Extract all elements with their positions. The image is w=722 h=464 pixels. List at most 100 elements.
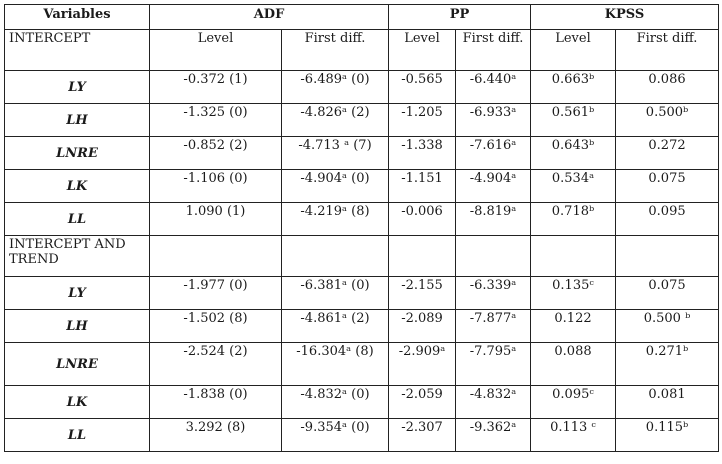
variable-name: LNRE: [4, 342, 150, 386]
header-adf: ADF: [149, 4, 389, 30]
variable-name: LK: [4, 385, 150, 419]
adf-level-cell: -0.372 (1): [149, 70, 282, 104]
table-row: LH -1.502 (8) -4.861ᵃ (2) -2.089 -7.877ᵃ…: [4, 309, 720, 343]
pp-level-cell: -1.338: [388, 136, 456, 170]
kpss-level-cell: 0.113 ᶜ: [530, 418, 616, 452]
kpss-level-cell: 0.534ᵃ: [530, 169, 616, 203]
kpss-level-cell: 0.135ᶜ: [530, 276, 616, 310]
kpss-level-cell: 0.561ᵇ: [530, 103, 616, 137]
pp-first-cell: -4.832ᵃ: [455, 385, 531, 419]
adf-level-cell: -0.852 (2): [149, 136, 282, 170]
adf-first-cell: -4.219ᵃ (8): [281, 202, 389, 236]
section-row-trend: INTERCEPT AND TREND: [4, 235, 720, 277]
kpss-level-cell: 0.643ᵇ: [530, 136, 616, 170]
pp-first-cell: -6.933ᵃ: [455, 103, 531, 137]
table-row: LH -1.325 (0) -4.826ᵃ (2) -1.205 -6.933ᵃ…: [4, 103, 720, 137]
header-kpss: KPSS: [529, 4, 720, 30]
kpss-first-cell: 0.081: [614, 385, 720, 419]
variable-name: LL: [4, 418, 150, 452]
empty-cell: [455, 235, 531, 277]
header-pp: PP: [388, 4, 531, 30]
variable-name: LY: [4, 276, 150, 310]
subheader-pp-level: Level: [388, 29, 456, 71]
adf-level-cell: -1.325 (0): [149, 103, 282, 137]
unit-root-test-table: Variables ADF PP KPSS INTERCEPT Level Fi…: [4, 4, 720, 452]
adf-level-cell: 1.090 (1): [149, 202, 282, 236]
kpss-level-cell: 0.122: [530, 309, 616, 343]
kpss-first-cell: 0.271ᵇ: [614, 342, 720, 386]
subheader-kpss-level: Level: [530, 29, 616, 71]
pp-level-cell: -0.006: [388, 202, 456, 236]
pp-level-cell: -2.909ᵃ: [388, 342, 456, 386]
pp-first-cell: -7.795ᵃ: [455, 342, 531, 386]
pp-first-cell: -6.339ᵃ: [455, 276, 531, 310]
empty-cell: [281, 235, 389, 277]
variable-name: LH: [4, 309, 150, 343]
kpss-level-cell: 0.095ᶜ: [530, 385, 616, 419]
subheader-kpss-first: First diff.: [614, 29, 720, 71]
adf-first-cell: -4.713 ᵃ (7): [281, 136, 389, 170]
pp-first-cell: -7.877ᵃ: [455, 309, 531, 343]
subheader-pp-first: First diff.: [455, 29, 531, 71]
section-trend-label: INTERCEPT AND TREND: [4, 235, 150, 277]
adf-level-cell: -1.977 (0): [149, 276, 282, 310]
variable-name: LK: [4, 169, 150, 203]
pp-level-cell: -1.205: [388, 103, 456, 137]
kpss-level-cell: 0.088: [530, 342, 616, 386]
kpss-first-cell: 0.086: [614, 70, 720, 104]
table-row: LK -1.106 (0) -4.904ᵃ (0) -1.151 -4.904ᵃ…: [4, 169, 720, 203]
subheader-adf-level: Level: [149, 29, 282, 71]
adf-first-cell: -4.861ᵃ (2): [281, 309, 389, 343]
adf-first-cell: -16.304ᵃ (8): [281, 342, 389, 386]
pp-first-cell: -9.362ᵃ: [455, 418, 531, 452]
pp-first-cell: -7.616ᵃ: [455, 136, 531, 170]
adf-level-cell: 3.292 (8): [149, 418, 282, 452]
kpss-first-cell: 0.075: [614, 276, 720, 310]
pp-level-cell: -2.089: [388, 309, 456, 343]
variable-name: LL: [4, 202, 150, 236]
kpss-first-cell: 0.115ᵇ: [614, 418, 720, 452]
adf-first-cell: -6.381ᵃ (0): [281, 276, 389, 310]
empty-cell: [614, 235, 720, 277]
header-row: Variables ADF PP KPSS: [4, 4, 720, 30]
variable-name: LH: [4, 103, 150, 137]
adf-level-cell: -1.502 (8): [149, 309, 282, 343]
adf-first-cell: -9.354ᵃ (0): [281, 418, 389, 452]
table-row: LNRE -0.852 (2) -4.713 ᵃ (7) -1.338 -7.6…: [4, 136, 720, 170]
table-row: LL 3.292 (8) -9.354ᵃ (0) -2.307 -9.362ᵃ …: [4, 418, 720, 452]
pp-first-cell: -8.819ᵃ: [455, 202, 531, 236]
table-row: LK -1.838 (0) -4.832ᵃ (0) -2.059 -4.832ᵃ…: [4, 385, 720, 419]
kpss-first-cell: 0.095: [614, 202, 720, 236]
variable-name: LY: [4, 70, 150, 104]
empty-cell: [388, 235, 456, 277]
empty-cell: [149, 235, 282, 277]
kpss-first-cell: 0.075: [614, 169, 720, 203]
table-row: LNRE -2.524 (2) -16.304ᵃ (8) -2.909ᵃ -7.…: [4, 342, 720, 386]
adf-first-cell: -4.832ᵃ (0): [281, 385, 389, 419]
empty-cell: [530, 235, 616, 277]
adf-first-cell: -6.489ᵃ (0): [281, 70, 389, 104]
subheader-adf-first: First diff.: [281, 29, 389, 71]
adf-level-cell: -2.524 (2): [149, 342, 282, 386]
kpss-level-cell: 0.663ᵇ: [530, 70, 616, 104]
pp-first-cell: -6.440ᵃ: [455, 70, 531, 104]
kpss-level-cell: 0.718ᵇ: [530, 202, 616, 236]
pp-level-cell: -2.059: [388, 385, 456, 419]
header-variables: Variables: [4, 4, 150, 30]
adf-level-cell: -1.106 (0): [149, 169, 282, 203]
table-row: LL 1.090 (1) -4.219ᵃ (8) -0.006 -8.819ᵃ …: [4, 202, 720, 236]
pp-level-cell: -1.151: [388, 169, 456, 203]
kpss-first-cell: 0.272: [614, 136, 720, 170]
variable-name: LNRE: [4, 136, 150, 170]
adf-first-cell: -4.826ᵃ (2): [281, 103, 389, 137]
adf-first-cell: -4.904ᵃ (0): [281, 169, 389, 203]
section-intercept-label: INTERCEPT: [4, 29, 150, 71]
pp-first-cell: -4.904ᵃ: [455, 169, 531, 203]
table-row: LY -1.977 (0) -6.381ᵃ (0) -2.155 -6.339ᵃ…: [4, 276, 720, 310]
table-row: LY -0.372 (1) -6.489ᵃ (0) -0.565 -6.440ᵃ…: [4, 70, 720, 104]
pp-level-cell: -2.307: [388, 418, 456, 452]
kpss-first-cell: 0.500 ᵇ: [614, 309, 720, 343]
adf-level-cell: -1.838 (0): [149, 385, 282, 419]
pp-level-cell: -2.155: [388, 276, 456, 310]
kpss-first-cell: 0.500ᵇ: [614, 103, 720, 137]
